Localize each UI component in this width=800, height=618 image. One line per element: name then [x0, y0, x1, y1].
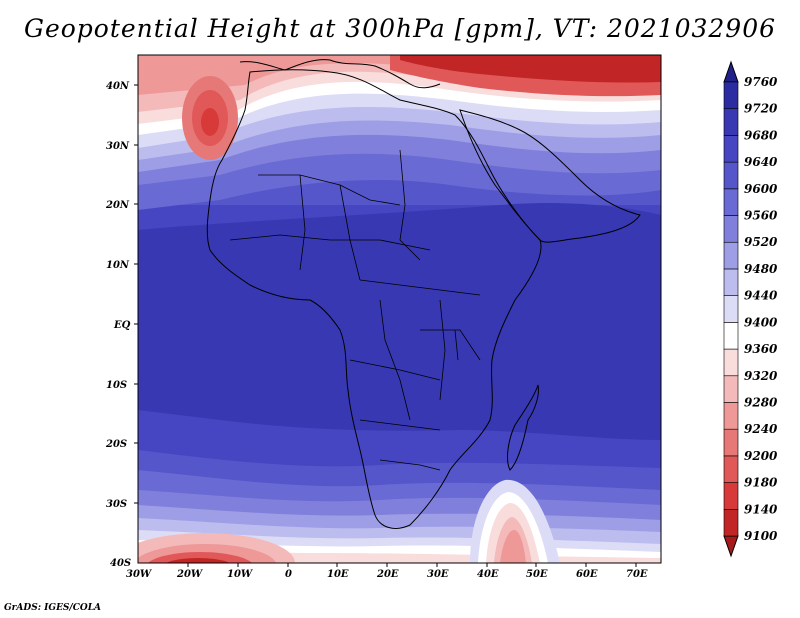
europe-coastline	[239, 59, 441, 89]
colorbar-swatch	[723, 161, 739, 190]
colorbar-swatch	[723, 348, 739, 377]
lat-tick-label: 40S	[110, 558, 131, 569]
colorbar-label: 9680	[744, 128, 778, 142]
colorbar-swatch	[723, 215, 739, 243]
lon-tick-label: 70E	[626, 569, 648, 580]
colorbar-swatch	[723, 268, 739, 296]
longitude-axis: 30W 20W 10W 0 10E 20E 30E 40E 50E 60E 70…	[126, 563, 648, 580]
map-title: Geopotential Height at 300hPa [gpm], VT:…	[23, 14, 777, 43]
colorbar-swatch	[723, 508, 739, 537]
lon-tick-label: 60E	[576, 569, 598, 580]
lat-tick-label: 20N	[105, 200, 130, 211]
colorbar-top-arrow	[723, 60, 739, 83]
lon-tick-label: 30E	[427, 569, 449, 580]
latitude-axis: 40N 30N 20N 10N EQ 10S 20S 30S 40S	[105, 81, 138, 569]
colorbar-label: 9240	[744, 422, 778, 436]
lat-tick-label: 40N	[106, 81, 130, 92]
colorbar-swatch	[723, 81, 739, 110]
lon-tick-label: 20E	[376, 569, 399, 580]
lat-tick-label: EQ	[113, 320, 131, 331]
colorbar-label: 9520	[744, 235, 778, 249]
colorbar-label: 9760	[744, 75, 778, 89]
colorbar-swatch	[723, 455, 739, 483]
lon-tick-label: 30W	[126, 569, 153, 580]
colorbar-label: 9280	[744, 395, 778, 409]
plot-frame	[137, 54, 662, 564]
lon-tick-label: 10E	[327, 569, 349, 580]
lon-tick-label: 50E	[526, 569, 548, 580]
lon-tick-label: 0	[285, 569, 292, 580]
colorbar-label: 9100	[744, 529, 778, 543]
credit-text: GrADS: IGES/COLA	[4, 603, 102, 613]
colorbar-swatch	[723, 375, 739, 403]
colorbar-swatch	[723, 241, 739, 270]
colorbar-label: 9400	[744, 315, 778, 329]
height-field	[138, 55, 661, 563]
colorbar-label: 9180	[744, 476, 778, 490]
africa-coastline	[206, 69, 542, 529]
lat-tick-label: 10N	[106, 260, 130, 271]
colorbar-bottom-arrow	[723, 535, 739, 558]
colorbar-label: 9200	[744, 449, 778, 463]
colorbar-swatch	[723, 108, 739, 136]
lat-tick-label: 30S	[106, 499, 127, 510]
colorbar-label: 9560	[744, 209, 778, 223]
lon-tick-label: 40E	[477, 569, 499, 580]
colorbar-label: 9440	[744, 289, 778, 303]
lon-tick-label: 10W	[227, 569, 254, 580]
colorbar-swatch	[723, 188, 739, 216]
colorbar-swatch	[723, 482, 739, 510]
madagascar-coastline	[507, 384, 539, 471]
colorbar-swatch	[723, 135, 739, 163]
colorbar-label: 9480	[744, 262, 778, 276]
colorbar-label: 9600	[744, 182, 778, 196]
colorbar-label: 9640	[744, 155, 778, 169]
colorbar-swatch	[723, 428, 739, 457]
colorbar-swatch	[723, 295, 739, 323]
colorbar-label: 9320	[744, 369, 778, 383]
colorbar-label: 9720	[744, 102, 778, 116]
colorbar-swatch	[723, 402, 739, 430]
lat-tick-label: 10S	[106, 380, 127, 391]
lat-tick-label: 30N	[106, 141, 130, 152]
arabia-coastline	[459, 109, 641, 243]
colorbar-swatch	[723, 322, 739, 350]
lon-tick-label: 20W	[176, 569, 204, 580]
lat-tick-label: 20S	[105, 439, 127, 450]
colorbar-label: 9360	[744, 342, 778, 356]
colorbar-label: 9140	[744, 502, 778, 516]
colorbar: 9100 9140 9180 9200 9240 9280 9320 9360 9400 9440…	[723, 60, 778, 558]
country-borders	[229, 149, 481, 471]
